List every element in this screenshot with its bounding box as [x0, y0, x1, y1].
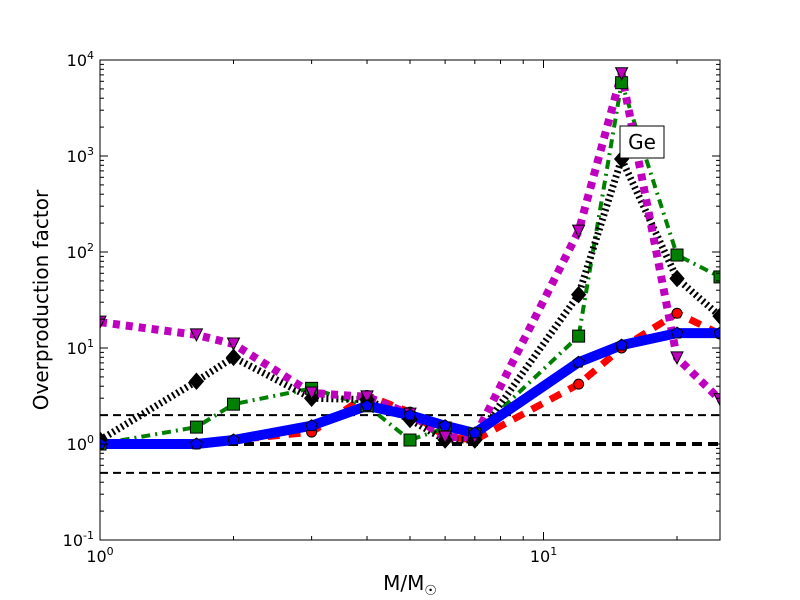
data-point [713, 326, 720, 339]
y-tick-label: 10-1 [63, 529, 94, 550]
data-point [226, 337, 241, 352]
data-point [572, 355, 585, 368]
data-point [438, 430, 452, 445]
data-point [188, 372, 205, 391]
data-point [573, 378, 585, 390]
data-point [572, 329, 586, 343]
data-point [713, 393, 720, 407]
data-point [403, 408, 417, 421]
data-point [671, 307, 683, 319]
data-point [403, 433, 417, 447]
series-group [100, 67, 720, 451]
data-point [227, 433, 240, 446]
data-point [570, 285, 587, 304]
data-point [225, 348, 242, 367]
x-axis-label: M/M☉ [383, 571, 437, 599]
data-point [190, 437, 203, 450]
data-point [360, 399, 374, 412]
data-point [669, 269, 685, 288]
annotation-label: Ge [628, 130, 656, 154]
data-point [468, 426, 482, 439]
data-point [360, 390, 374, 404]
series-line-black-dotted-diamonds [100, 155, 720, 444]
data-point [189, 328, 204, 342]
data-point [571, 224, 586, 239]
y-tick-label: 101 [67, 337, 94, 358]
y-tick-label: 102 [67, 241, 94, 262]
data-point [304, 386, 319, 401]
data-point [670, 351, 684, 365]
data-point [227, 397, 241, 411]
y-tick-label: 104 [67, 49, 94, 70]
data-point [189, 420, 203, 434]
y-tick-label: 103 [67, 145, 94, 166]
y-axis-label: Overproduction factor [29, 189, 53, 410]
data-point [712, 307, 720, 325]
annotation-box [619, 125, 665, 159]
data-point [713, 270, 720, 284]
data-point [438, 419, 452, 432]
data-point [305, 419, 318, 432]
data-point [615, 338, 628, 351]
x-tick-label: 100 [86, 545, 113, 566]
x-tick-label: 101 [530, 545, 557, 566]
data-point [670, 248, 684, 262]
y-tick-label: 100 [67, 433, 94, 454]
series-line-blue-solid-pentagons [100, 328, 720, 449]
data-point [670, 326, 684, 339]
data-point [614, 67, 629, 81]
data-point [100, 437, 107, 450]
